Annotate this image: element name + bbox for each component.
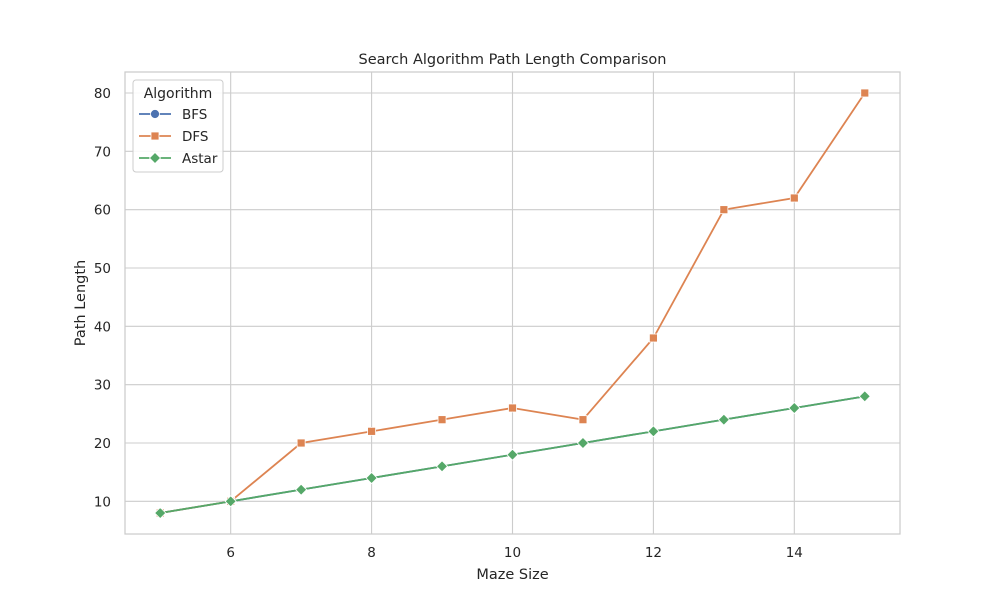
y-tick-label: 50 <box>94 261 111 277</box>
data-point <box>295 483 308 496</box>
legend-item-dfs: DFS <box>139 129 209 145</box>
grid <box>125 72 900 534</box>
data-point <box>437 415 447 425</box>
data-point <box>506 448 519 461</box>
data-point <box>649 333 658 343</box>
legend-item-astar: Astar <box>139 151 218 167</box>
x-tick-labels: 6 8 10 12 14 <box>226 545 803 561</box>
legend-marker <box>150 109 160 119</box>
x-tick-label: 12 <box>645 545 662 561</box>
legend-box <box>132 79 224 173</box>
legend-item-bfs: BFS <box>139 107 207 123</box>
x-axis-label: Maze Size <box>476 567 548 583</box>
y-tick-label: 20 <box>94 436 111 452</box>
series-astar <box>154 390 871 520</box>
y-tick-label: 80 <box>94 86 111 102</box>
chart-title: Search Algorithm Path Length Comparison <box>359 52 667 68</box>
legend-title: Algorithm <box>144 86 213 102</box>
data-point <box>296 438 306 448</box>
y-tick-label: 70 <box>94 144 111 160</box>
data-point <box>860 88 870 98</box>
x-tick-label: 8 <box>367 545 376 561</box>
data-point <box>789 193 799 203</box>
data-point <box>788 401 801 415</box>
y-tick-label: 60 <box>94 203 111 219</box>
plot-frame <box>124 71 901 535</box>
legend-items: BFS DFS Astar <box>139 107 218 167</box>
legend-label: BFS <box>182 107 207 123</box>
y-tick-label: 40 <box>94 319 111 335</box>
x-tick-label: 14 <box>786 545 803 561</box>
data-point <box>508 403 517 413</box>
data-point <box>719 205 729 215</box>
y-tick-label: 10 <box>94 494 111 510</box>
y-tick-label: 30 <box>94 378 111 394</box>
legend-label: DFS <box>182 129 209 145</box>
data-point <box>435 460 449 473</box>
y-tick-labels: 10 20 30 40 50 60 70 80 <box>94 86 111 510</box>
x-tick-label: 10 <box>504 545 521 561</box>
data-point <box>224 495 237 508</box>
data-point <box>365 471 378 485</box>
data-point <box>717 413 730 426</box>
series <box>154 88 871 520</box>
legend-label: Astar <box>182 151 218 167</box>
data-point <box>858 390 871 403</box>
data-point <box>647 425 660 438</box>
legend-marker <box>150 131 160 141</box>
y-axis-label: Path Length <box>73 260 89 346</box>
legend: Algorithm BFS DFS Astar <box>132 79 224 173</box>
x-tick-label: 6 <box>226 545 235 561</box>
data-point <box>154 506 167 520</box>
data-point <box>578 415 588 425</box>
data-point <box>576 436 590 450</box>
data-point <box>367 426 376 436</box>
legend-marker <box>148 151 162 165</box>
